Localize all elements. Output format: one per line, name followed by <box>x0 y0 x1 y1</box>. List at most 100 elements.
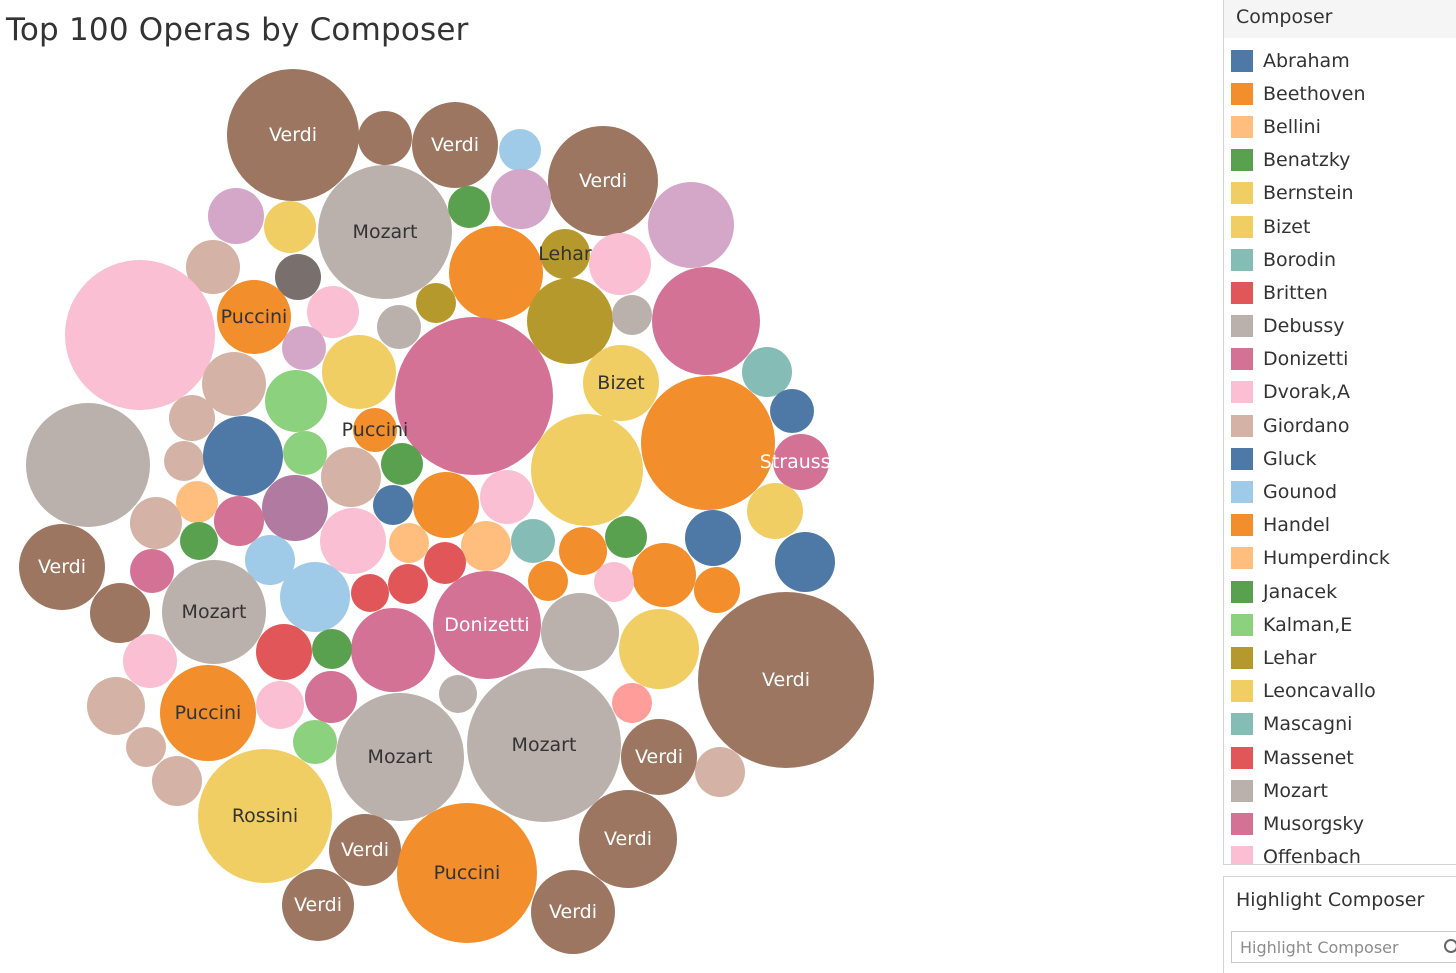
bubble[interactable] <box>90 583 150 643</box>
bubble-strauss-j[interactable] <box>773 434 829 490</box>
bubble[interactable] <box>123 634 177 688</box>
bubble-mozart[interactable] <box>318 165 452 299</box>
legend-item[interactable]: Bellini <box>1224 110 1456 143</box>
bubble[interactable] <box>152 756 202 806</box>
bubble-verdi[interactable] <box>548 126 658 236</box>
bubble[interactable] <box>186 240 240 294</box>
bubble[interactable] <box>499 129 541 171</box>
bubble-bizet[interactable] <box>583 345 659 421</box>
bubble[interactable] <box>648 182 734 268</box>
bubble[interactable] <box>541 593 619 671</box>
bubble-puccini[interactable] <box>397 803 537 943</box>
bubble-lehar[interactable] <box>540 229 590 279</box>
bubble[interactable] <box>262 475 328 541</box>
legend-item[interactable]: Benatzky <box>1224 144 1456 177</box>
legend-item[interactable]: Debussy <box>1224 310 1456 343</box>
bubble[interactable] <box>176 481 218 523</box>
bubble[interactable] <box>480 470 534 524</box>
bubble[interactable] <box>265 370 327 432</box>
bubble[interactable] <box>395 317 553 475</box>
legend-item[interactable]: Giordano <box>1224 409 1456 442</box>
bubble[interactable] <box>282 326 326 370</box>
bubble[interactable] <box>358 111 412 165</box>
bubble-puccini[interactable] <box>217 280 291 354</box>
bubble[interactable] <box>652 267 760 375</box>
legend-item[interactable]: Gluck <box>1224 442 1456 475</box>
highlight-search-box[interactable] <box>1231 931 1456 963</box>
legend-item[interactable]: Musorgsky <box>1224 807 1456 840</box>
legend-item[interactable]: Handel <box>1224 509 1456 542</box>
bubble[interactable] <box>632 543 696 607</box>
bubble[interactable] <box>65 260 215 410</box>
bubble[interactable] <box>619 609 699 689</box>
legend-item[interactable]: Borodin <box>1224 243 1456 276</box>
bubble[interactable] <box>388 564 428 604</box>
legend-item[interactable]: Bernstein <box>1224 177 1456 210</box>
bubble[interactable] <box>203 416 283 496</box>
bubble[interactable] <box>413 472 479 538</box>
bubble[interactable] <box>511 519 555 563</box>
bubble[interactable] <box>283 431 327 475</box>
bubble[interactable] <box>245 535 295 585</box>
bubble[interactable] <box>694 567 740 613</box>
bubble[interactable] <box>164 441 204 481</box>
bubble-verdi[interactable] <box>621 719 697 795</box>
legend-item[interactable]: Dvorak,A <box>1224 376 1456 409</box>
bubble-mozart[interactable] <box>467 668 621 822</box>
bubble[interactable] <box>322 335 396 409</box>
legend-item[interactable]: Leoncavallo <box>1224 675 1456 708</box>
legend-item[interactable]: Kalman,E <box>1224 608 1456 641</box>
bubble-rossini[interactable] <box>198 749 332 883</box>
composer-legend[interactable]: Composer Abraham Beethoven Bellini Benatzky… <box>1223 0 1456 865</box>
bubble[interactable] <box>389 523 429 563</box>
bubble[interactable] <box>307 286 359 338</box>
bubble-verdi[interactable] <box>412 102 498 188</box>
bubble[interactable] <box>87 677 145 735</box>
bubble[interactable] <box>685 510 741 566</box>
bubble[interactable] <box>461 521 511 571</box>
bubble-donizetti[interactable] <box>433 571 541 679</box>
bubble[interactable] <box>641 376 775 510</box>
bubble[interactable] <box>320 508 386 574</box>
bubble[interactable] <box>594 562 634 602</box>
search-icon[interactable] <box>1444 939 1456 953</box>
bubble[interactable] <box>449 226 543 320</box>
bubble[interactable] <box>775 532 835 592</box>
bubble[interactable] <box>439 675 477 713</box>
bubble-mozart[interactable] <box>336 693 464 821</box>
bubble-puccini[interactable] <box>160 665 256 761</box>
bubble-verdi[interactable] <box>227 69 359 201</box>
legend-item[interactable]: Humperdinck <box>1224 542 1456 575</box>
bubble[interactable] <box>305 671 357 723</box>
legend-item[interactable]: Abraham <box>1224 44 1456 77</box>
bubble[interactable] <box>169 395 215 441</box>
bubble[interactable] <box>377 305 421 349</box>
legend-item[interactable]: Mozart <box>1224 774 1456 807</box>
bubble-verdi[interactable] <box>698 592 874 768</box>
legend-items[interactable]: Abraham Beethoven Bellini Benatzky Bernstein… <box>1224 38 1456 864</box>
bubble[interactable] <box>527 278 613 364</box>
legend-item[interactable]: Massenet <box>1224 741 1456 774</box>
bubble[interactable] <box>256 681 304 729</box>
bubble-verdi[interactable] <box>579 790 677 888</box>
bubble[interactable] <box>130 497 182 549</box>
bubble[interactable] <box>528 561 568 601</box>
bubble[interactable] <box>531 414 643 526</box>
bubble-mozart[interactable] <box>162 560 266 664</box>
bubble[interactable] <box>612 295 652 335</box>
bubble[interactable] <box>180 522 218 560</box>
legend-item[interactable]: Britten <box>1224 276 1456 309</box>
bubble[interactable] <box>612 683 652 723</box>
bubble[interactable] <box>126 727 166 767</box>
bubble[interactable] <box>695 747 745 797</box>
legend-item[interactable]: Janacek <box>1224 575 1456 608</box>
legend-item[interactable]: Gounod <box>1224 475 1456 508</box>
bubble[interactable] <box>381 443 423 485</box>
bubble[interactable] <box>589 233 651 295</box>
bubble[interactable] <box>312 629 352 669</box>
bubble[interactable] <box>373 485 413 525</box>
bubble[interactable] <box>747 483 803 539</box>
bubble[interactable] <box>770 389 814 433</box>
bubble[interactable] <box>416 283 456 323</box>
bubble-verdi[interactable] <box>282 869 354 941</box>
